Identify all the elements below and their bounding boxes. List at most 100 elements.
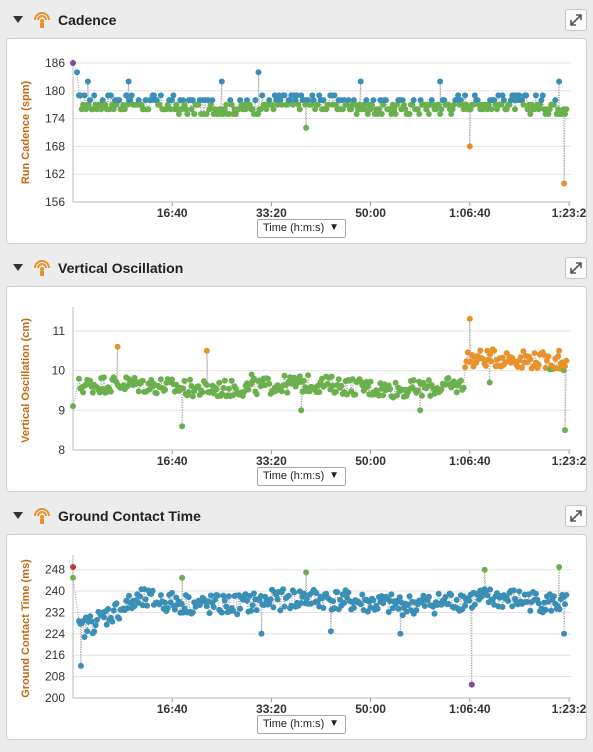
data-point xyxy=(435,590,442,597)
data-point xyxy=(77,92,84,99)
data-point xyxy=(488,358,495,365)
data-point xyxy=(105,606,112,612)
data-point xyxy=(221,377,228,384)
data-point xyxy=(512,106,518,113)
data-point xyxy=(535,600,542,607)
data-point xyxy=(505,598,512,604)
chevron-down-icon[interactable] xyxy=(13,264,23,271)
chevron-down-icon[interactable] xyxy=(13,512,23,519)
data-point xyxy=(499,354,506,361)
data-point xyxy=(345,97,352,104)
expand-icon xyxy=(570,262,582,274)
data-point xyxy=(462,92,469,99)
data-point xyxy=(491,347,498,354)
data-point xyxy=(359,591,366,598)
data-point xyxy=(463,101,470,108)
data-point xyxy=(414,387,421,394)
time-axis-select[interactable]: Time (h:m:s) ▼ xyxy=(257,219,346,238)
data-point xyxy=(545,111,552,117)
data-point xyxy=(532,590,539,597)
data-point xyxy=(163,106,170,113)
data-point xyxy=(532,92,539,99)
data-point xyxy=(491,97,498,104)
data-point xyxy=(357,78,364,85)
x-tick-label: 16:40 xyxy=(157,206,188,220)
data-point xyxy=(367,106,374,113)
data-point xyxy=(225,111,232,117)
data-point xyxy=(281,92,288,99)
data-point xyxy=(107,92,114,99)
data-point xyxy=(189,393,196,400)
data-point xyxy=(87,97,94,104)
data-point xyxy=(178,600,185,607)
data-point xyxy=(432,106,439,113)
data-point xyxy=(487,351,494,358)
data-point xyxy=(219,609,225,616)
data-point xyxy=(470,101,477,108)
series-connector xyxy=(72,566,567,685)
data-point xyxy=(259,92,266,99)
data-point xyxy=(561,180,568,187)
y-tick-label: 174 xyxy=(45,112,65,126)
data-point xyxy=(220,592,227,599)
y-tick-label: 224 xyxy=(45,627,65,641)
x-tick-label: 16:40 xyxy=(157,702,188,716)
y-tick-label: 9 xyxy=(58,403,65,417)
data-point xyxy=(82,106,89,113)
data-point xyxy=(274,596,281,603)
data-point xyxy=(221,597,228,604)
data-point xyxy=(363,97,370,104)
data-point xyxy=(281,372,288,379)
data-point xyxy=(171,606,178,613)
expand-button[interactable] xyxy=(565,505,587,527)
expand-button[interactable] xyxy=(565,257,587,279)
data-point xyxy=(98,106,105,113)
cadence-chart: 156 162 168 174 180 186 16:40 33:20 50:00 1:06:40… xyxy=(20,56,586,220)
time-axis-select[interactable]: Time (h:m:s) ▼ xyxy=(257,715,346,734)
data-point xyxy=(467,106,474,113)
data-point xyxy=(397,630,404,637)
data-point xyxy=(519,364,525,371)
data-point xyxy=(85,101,92,108)
data-point xyxy=(107,388,114,395)
data-point xyxy=(179,423,186,430)
data-point xyxy=(562,363,568,370)
data-point xyxy=(563,592,570,598)
data-point xyxy=(94,106,100,113)
sensor-icon xyxy=(34,508,50,524)
data-point xyxy=(430,101,437,108)
data-point xyxy=(162,599,169,606)
data-point xyxy=(113,101,120,108)
chart-area: 156 162 168 174 180 186 16:40 33:20 50:00 1:06:40… xyxy=(6,38,587,244)
data-point xyxy=(298,92,305,99)
time-axis-select[interactable]: Time (h:m:s) ▼ xyxy=(257,467,346,486)
data-point xyxy=(334,589,341,596)
chevron-down-icon[interactable] xyxy=(13,16,23,23)
data-point xyxy=(237,97,244,104)
data-point xyxy=(221,106,228,113)
data-point xyxy=(338,382,345,389)
data-point xyxy=(471,92,478,99)
data-point xyxy=(227,97,234,104)
data-point xyxy=(206,106,213,113)
y-tick-label: 232 xyxy=(45,605,65,619)
data-point xyxy=(370,97,377,104)
data-point xyxy=(253,391,260,398)
data-point xyxy=(382,97,389,104)
data-point xyxy=(392,111,399,117)
data-point xyxy=(462,602,469,609)
data-point xyxy=(500,97,507,104)
data-point xyxy=(216,379,223,386)
vertical-oscillation-chart: 8 9 10 11 16:40 33:20 50:00 1:06:40 1:23:2 Vertic… xyxy=(20,307,586,468)
data-point xyxy=(252,97,259,104)
data-point xyxy=(314,101,321,108)
data-point xyxy=(209,97,216,104)
expand-button[interactable] xyxy=(565,9,587,31)
data-point xyxy=(195,383,202,390)
data-point xyxy=(556,564,563,570)
data-point xyxy=(380,101,387,108)
data-point xyxy=(462,364,469,371)
data-point xyxy=(144,602,150,609)
data-point xyxy=(180,385,187,392)
data-point xyxy=(181,377,188,384)
